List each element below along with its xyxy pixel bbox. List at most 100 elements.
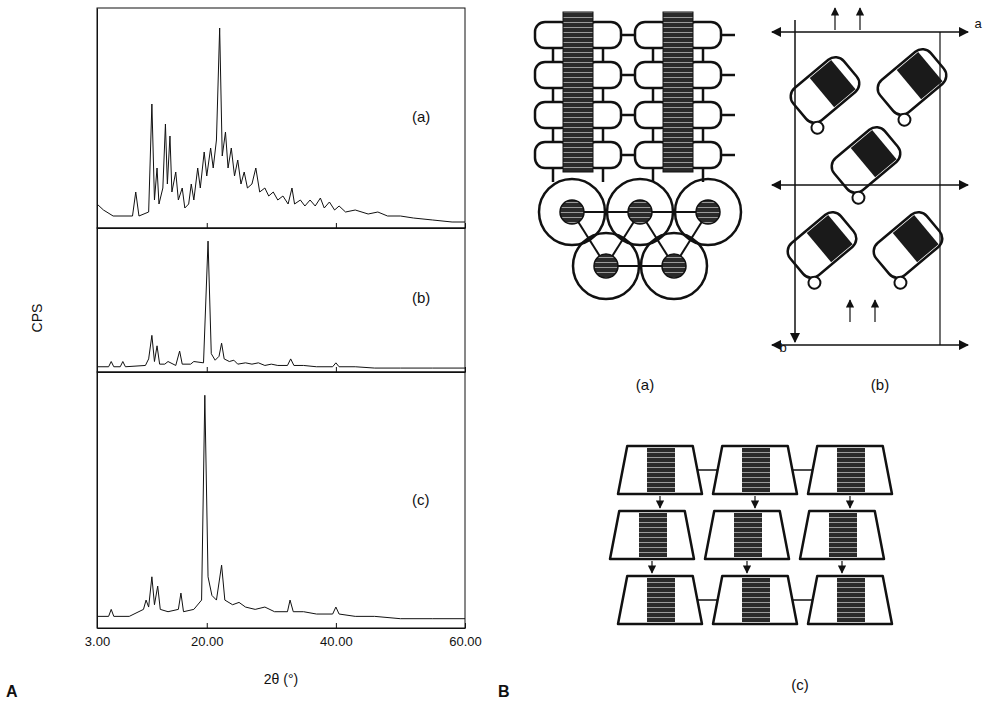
network-link [702,88,705,102]
axis-letter: a [974,16,982,31]
y-axis [97,229,98,373]
xrd-line [97,395,465,618]
plot-frame [97,372,465,628]
x-tick-mark [207,367,208,372]
diagram-label: (a) [636,376,654,393]
y-axis-line [97,229,98,373]
x-tick-mark [336,623,337,628]
diagram-label: (c) [791,676,809,693]
column-core [560,200,584,224]
molecule-outline [713,446,797,494]
molecule-core [647,578,675,622]
molecule-core [639,513,667,557]
column-outline [641,233,707,299]
molecule [781,208,867,291]
x-tick [465,367,466,372]
molecule-core [829,513,857,557]
layer-arrow [849,496,850,508]
x-axis-line [98,628,466,629]
molecule-tail [850,189,867,206]
x-axis: 3.0020.0040.0060.00 [85,623,482,649]
cell-edge [772,31,968,33]
cell-edge [772,344,968,346]
x-tick-mark [465,367,466,372]
x-tick-label: 3.00 [85,634,110,649]
x-tick-mark [465,623,466,628]
network-link [721,34,735,37]
network-link [602,168,605,182]
column-core [696,200,720,224]
x-tick [207,367,208,372]
network-link [552,48,555,62]
network-link [721,74,735,77]
network-link [602,48,605,62]
plot-marks [97,241,465,368]
x-tick [465,223,466,228]
panel-title: (b) [412,289,430,306]
xrd-panel: 3.0020.0040.0060.00(c) [85,372,482,649]
molecule-outline [873,45,951,120]
molecule-outline [786,53,864,128]
y-axis-line [97,9,98,229]
molecule-core [837,578,865,622]
panel-letter: A [6,683,18,700]
molecule-core [647,448,675,492]
molecule-core [742,578,770,622]
x-tick [336,367,337,372]
layer-arrow [754,496,755,508]
direction-arrow [849,300,850,322]
x-tick-mark [336,367,337,372]
network-link [652,128,655,142]
axis-letter: b [779,340,786,355]
cell-packing [772,8,968,345]
x-tick [336,223,337,228]
network-link [621,154,635,157]
molecule-outline [713,576,797,624]
plot-marks [97,28,465,222]
molecule-tail [892,274,909,291]
column-outline [573,233,639,299]
y-axis [97,373,98,629]
x-tick-mark [336,223,337,228]
molecule-outline [869,208,947,283]
x-tick: 60.00 [449,623,482,649]
molecule-core [734,513,762,557]
molecule [825,123,911,206]
x-tick-mark [465,223,466,228]
figure: (a)(b)CPS3.0020.0040.0060.00(c)2θ (°)AB(… [0,0,993,704]
layer-arrow [659,496,660,508]
xrd-line [97,28,465,222]
b-axis-arrow [794,20,796,342]
xrd-line [97,241,465,368]
direction-arrow [834,8,835,30]
plot-frame [97,228,465,372]
column-core [594,254,618,278]
layer-arrow [746,561,747,573]
network-link [552,88,555,102]
panel-letter: B [498,683,510,700]
diagram: (a)ab(b)(c) [535,8,982,693]
molecule-core [837,448,865,492]
network-link [652,88,655,102]
x-tick [207,223,208,228]
y-axis-title: CPS [29,304,45,333]
layer-arrow [651,561,652,573]
network [535,12,735,182]
molecule-outline [618,446,702,494]
molecule-outline [827,123,905,198]
molecule-tail [806,274,823,291]
x-tick-label: 40.00 [320,634,353,649]
x-axis-title: 2θ (°) [264,671,298,687]
direction-arrow [859,8,860,30]
network-link [702,128,705,142]
x-tick-label: 60.00 [449,634,482,649]
molecule [871,45,957,128]
network-link [602,88,605,102]
layer-packing [610,446,892,624]
x-tick-mark [207,623,208,628]
molecule-tail [896,111,913,128]
molecule [867,208,953,291]
xrd-panel: (b) [97,228,466,373]
xrd-panel: (a) [97,8,466,229]
plot-frame [97,8,465,228]
